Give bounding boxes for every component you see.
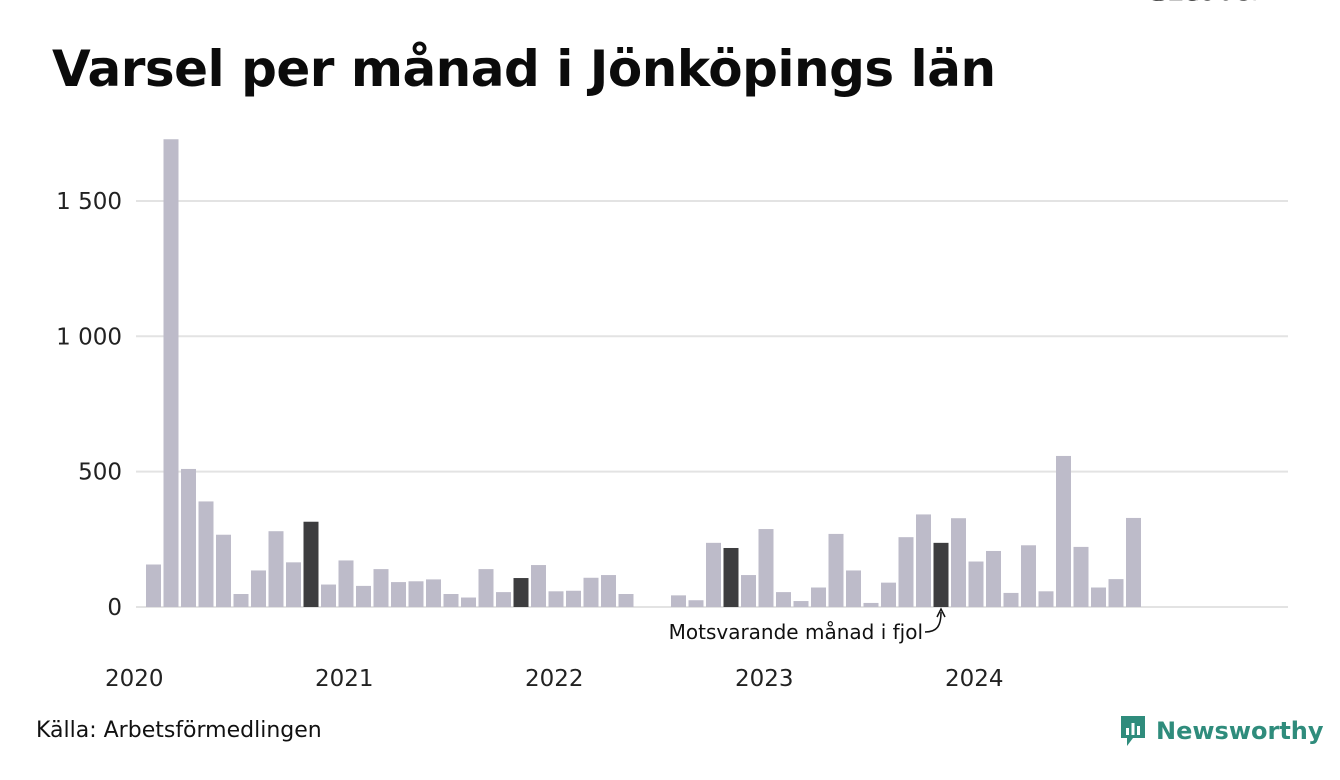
bar-2024-04: [1038, 591, 1054, 607]
bar-2022-10: [723, 547, 739, 607]
bar-2023-07: [881, 582, 896, 607]
bar-2023-09: [916, 514, 931, 607]
y-tick-label: 500: [78, 460, 122, 486]
bar-2022-02: [583, 577, 599, 607]
x-year-label: 2020: [105, 666, 164, 692]
bar-2024-07: [1091, 587, 1106, 607]
bar-2021-08: [478, 569, 494, 607]
current-month-label: Oktober: [1150, 0, 1263, 7]
bar-2024-02: [1003, 592, 1019, 607]
bar-2021-07: [461, 597, 476, 607]
bar-2020-10: [303, 521, 319, 607]
annotation-arrow-head: [936, 607, 946, 618]
annotation-arrow-line: [924, 611, 942, 633]
same-month-annotation: Motsvarande månad i fjol: [669, 620, 923, 644]
bar-2024-05: [1056, 455, 1071, 607]
brand-name: Newsworthy: [1156, 717, 1324, 745]
x-axis-year-labels: 2020 2021 2022 2023 2024: [105, 666, 1004, 692]
bar-2023-12: [968, 561, 984, 607]
bar-2022-12: [758, 529, 774, 607]
x-year-label: 2022: [525, 666, 584, 692]
bar-2023-01: [776, 592, 791, 607]
bar-chart: 0 500 1 000 1 500 2020 2021 2022 2023 2024 Okto…: [56, 0, 1288, 692]
bar-2021-09: [496, 592, 511, 607]
source-note: Källa: Arbetsförmedlingen: [36, 718, 322, 743]
bar-2020-06: [233, 594, 249, 607]
bars: [146, 139, 1141, 607]
bar-2024-01: [986, 550, 1001, 607]
bar-2023-04: [828, 533, 844, 607]
bar-2021-03: [391, 582, 406, 607]
bar-2020-12: [338, 560, 354, 607]
bar-2021-02: [373, 569, 389, 607]
brand-logo: Newsworthy: [1118, 713, 1324, 749]
bar-2020-08: [268, 531, 284, 607]
chart-title: Varsel per månad i Jönköpings län: [52, 40, 996, 98]
bar-2023-10: [933, 542, 949, 607]
bar-2020-01: [146, 564, 161, 607]
bar-2022-08: [688, 600, 704, 607]
bar-2023-06: [863, 602, 879, 607]
y-tick-label: 0: [107, 595, 122, 621]
bar-2022-04: [618, 594, 634, 607]
bar-2023-11: [951, 518, 966, 607]
bar-2020-02: [163, 139, 179, 607]
bar-2022-07: [671, 595, 686, 607]
newsworthy-logo-icon: [1121, 716, 1145, 746]
bar-2021-05: [426, 579, 441, 607]
bar-2020-05: [216, 534, 231, 607]
y-tick-label: 1 500: [56, 189, 122, 215]
bar-2020-07: [251, 570, 266, 607]
bar-2024-09: [1126, 517, 1141, 607]
bar-2021-10: [513, 578, 529, 607]
bar-2024-03: [1021, 545, 1036, 607]
bar-2023-02: [793, 601, 809, 607]
x-year-label: 2024: [945, 666, 1004, 692]
current-value-label: 329: [1150, 0, 1203, 7]
bar-2021-04: [408, 581, 424, 607]
bar-2023-05: [846, 570, 861, 607]
bar-2021-11: [531, 565, 546, 607]
bar-2021-06: [443, 594, 459, 607]
bar-2020-11: [321, 584, 336, 607]
bar-2022-03: [601, 575, 616, 607]
bar-2020-03: [181, 468, 196, 607]
bar-2022-11: [741, 575, 756, 607]
bar-2024-08: [1108, 579, 1124, 607]
annotations: Oktober329 Motsvarande månad i fjol: [669, 0, 1263, 644]
bar-2020-09: [286, 562, 301, 607]
bar-2022-09: [706, 542, 721, 607]
bar-2023-08: [898, 537, 914, 607]
y-axis-tick-labels: 0 500 1 000 1 500: [56, 189, 122, 621]
x-year-label: 2021: [315, 666, 374, 692]
x-year-label: 2023: [735, 666, 794, 692]
y-tick-label: 1 000: [56, 324, 122, 350]
bar-2024-06: [1073, 546, 1089, 607]
bar-2021-01: [356, 585, 371, 607]
bar-2022-01: [566, 590, 581, 607]
bar-2023-03: [811, 587, 826, 607]
bar-2020-04: [198, 501, 214, 607]
bar-2021-12: [548, 591, 564, 607]
